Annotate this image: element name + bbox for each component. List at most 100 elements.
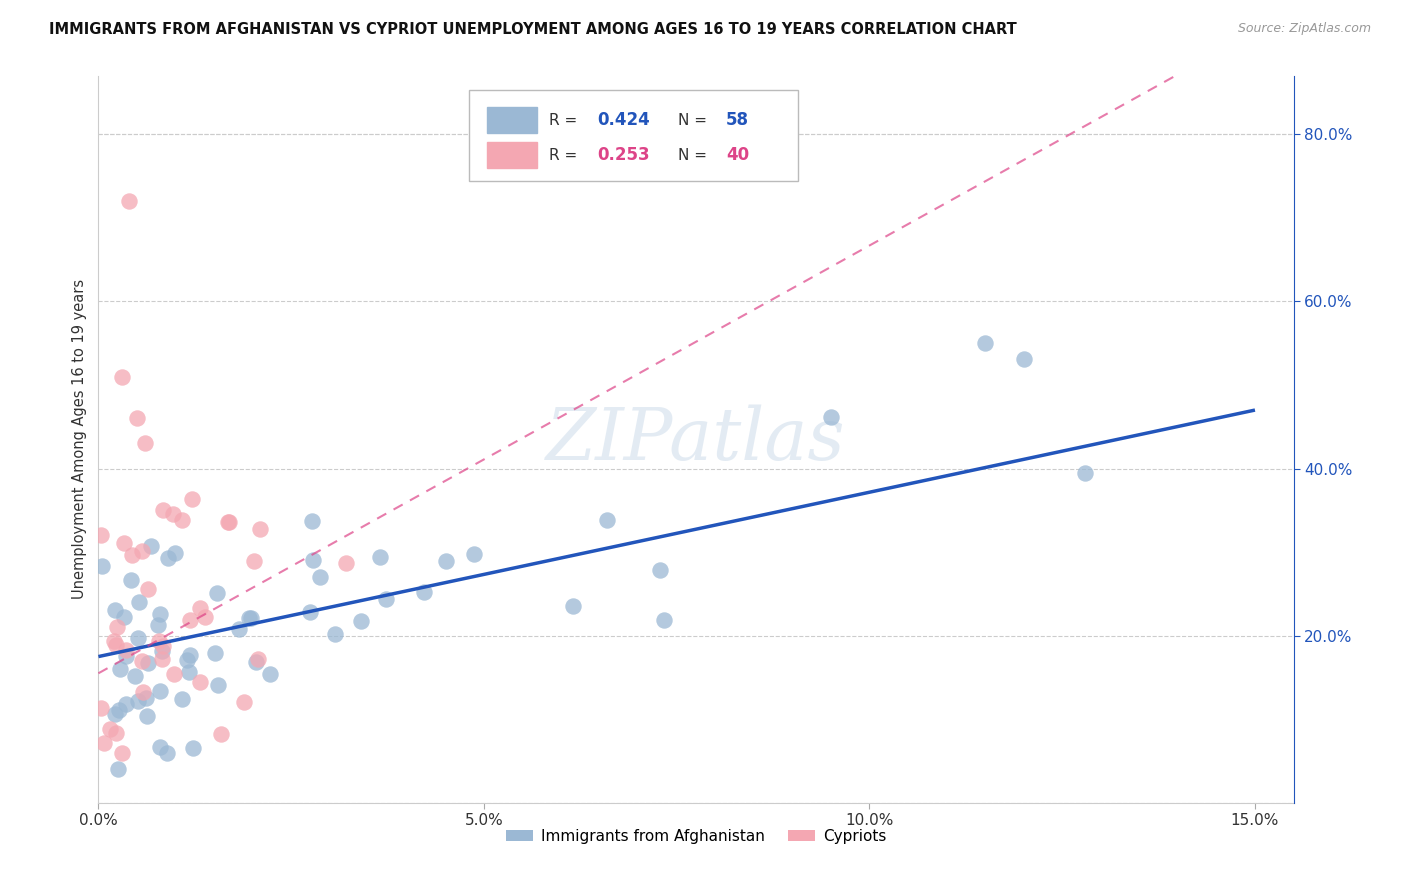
Point [90, 701, 112, 715]
Point [150, 652, 173, 666]
Point [110, 369, 132, 384]
Point [105, 619, 128, 633]
Point [156, 746, 179, 760]
Point [249, 522, 271, 536]
Point [108, 703, 131, 717]
Point [172, 691, 194, 706]
Point [138, 582, 160, 596]
Point [179, 648, 201, 662]
Text: 0.424: 0.424 [596, 112, 650, 129]
Point [323, 626, 346, 640]
FancyBboxPatch shape [486, 142, 537, 169]
FancyBboxPatch shape [486, 107, 537, 133]
Point [170, 513, 193, 527]
Point [112, 610, 135, 624]
Point [149, 683, 172, 698]
Point [335, 557, 357, 571]
Point [93, 736, 115, 750]
Point [127, 694, 149, 708]
Point [105, 638, 128, 652]
Point [190, 600, 212, 615]
Point [149, 740, 172, 755]
Point [111, 747, 134, 761]
Point [150, 644, 173, 658]
Point [240, 611, 263, 625]
Text: IMMIGRANTS FROM AFGHANISTAN VS CYPRIOT UNEMPLOYMENT AMONG AGES 16 TO 19 YEARS CO: IMMIGRANTS FROM AFGHANISTAN VS CYPRIOT U… [49, 22, 1017, 37]
Point [301, 514, 323, 528]
Point [125, 411, 148, 425]
Point [98, 722, 121, 736]
Point [115, 649, 138, 664]
Point [562, 599, 585, 613]
Point [118, 194, 141, 209]
Point [176, 653, 198, 667]
Text: 58: 58 [725, 112, 749, 129]
Point [135, 691, 157, 706]
Point [146, 617, 169, 632]
Point [139, 539, 162, 553]
Text: N =: N = [678, 112, 711, 128]
Point [181, 491, 204, 506]
Point [177, 665, 200, 679]
FancyBboxPatch shape [470, 90, 797, 181]
Point [243, 554, 266, 568]
Point [820, 409, 842, 424]
Text: Source: ZipAtlas.com: Source: ZipAtlas.com [1237, 22, 1371, 36]
Text: R =: R = [548, 112, 582, 128]
Point [194, 610, 217, 624]
Y-axis label: Unemployment Among Ages 16 to 19 years: Unemployment Among Ages 16 to 19 years [72, 279, 87, 599]
Point [132, 685, 155, 699]
Point [108, 662, 131, 676]
Text: 40: 40 [725, 146, 749, 164]
Point [204, 646, 226, 660]
Point [309, 570, 332, 584]
Point [350, 614, 373, 628]
Point [131, 544, 153, 558]
Point [90, 528, 112, 542]
Point [103, 634, 125, 648]
Point [188, 674, 211, 689]
Point [91, 559, 114, 574]
Point [652, 614, 675, 628]
Point [152, 502, 174, 516]
Point [157, 550, 180, 565]
Text: 0.253: 0.253 [596, 146, 650, 164]
Point [217, 515, 239, 529]
Point [134, 436, 156, 450]
Point [179, 613, 201, 627]
Point [115, 697, 138, 711]
Point [205, 586, 228, 600]
Point [259, 667, 281, 681]
Point [974, 336, 997, 351]
Point [648, 563, 671, 577]
Point [121, 549, 143, 563]
Text: R =: R = [548, 147, 582, 162]
Point [163, 546, 186, 560]
Point [136, 657, 159, 671]
Legend: Immigrants from Afghanistan, Cypriots: Immigrants from Afghanistan, Cypriots [499, 822, 893, 850]
Point [218, 515, 240, 529]
Point [596, 513, 619, 527]
Point [148, 634, 170, 648]
Point [104, 603, 127, 617]
Point [136, 709, 159, 723]
Point [120, 573, 142, 587]
Point [107, 763, 129, 777]
Point [127, 631, 149, 645]
Point [112, 536, 135, 550]
Point [1012, 351, 1035, 366]
Point [104, 707, 127, 722]
Point [209, 726, 232, 740]
Point [149, 607, 172, 621]
Text: ZIPatlas: ZIPatlas [546, 404, 846, 475]
Point [238, 611, 260, 625]
Point [131, 654, 153, 668]
Point [463, 547, 485, 561]
Point [181, 741, 204, 756]
Point [104, 726, 127, 740]
Point [412, 584, 434, 599]
Point [1074, 466, 1097, 480]
Point [228, 622, 250, 636]
Point [246, 652, 269, 666]
Text: N =: N = [678, 147, 711, 162]
